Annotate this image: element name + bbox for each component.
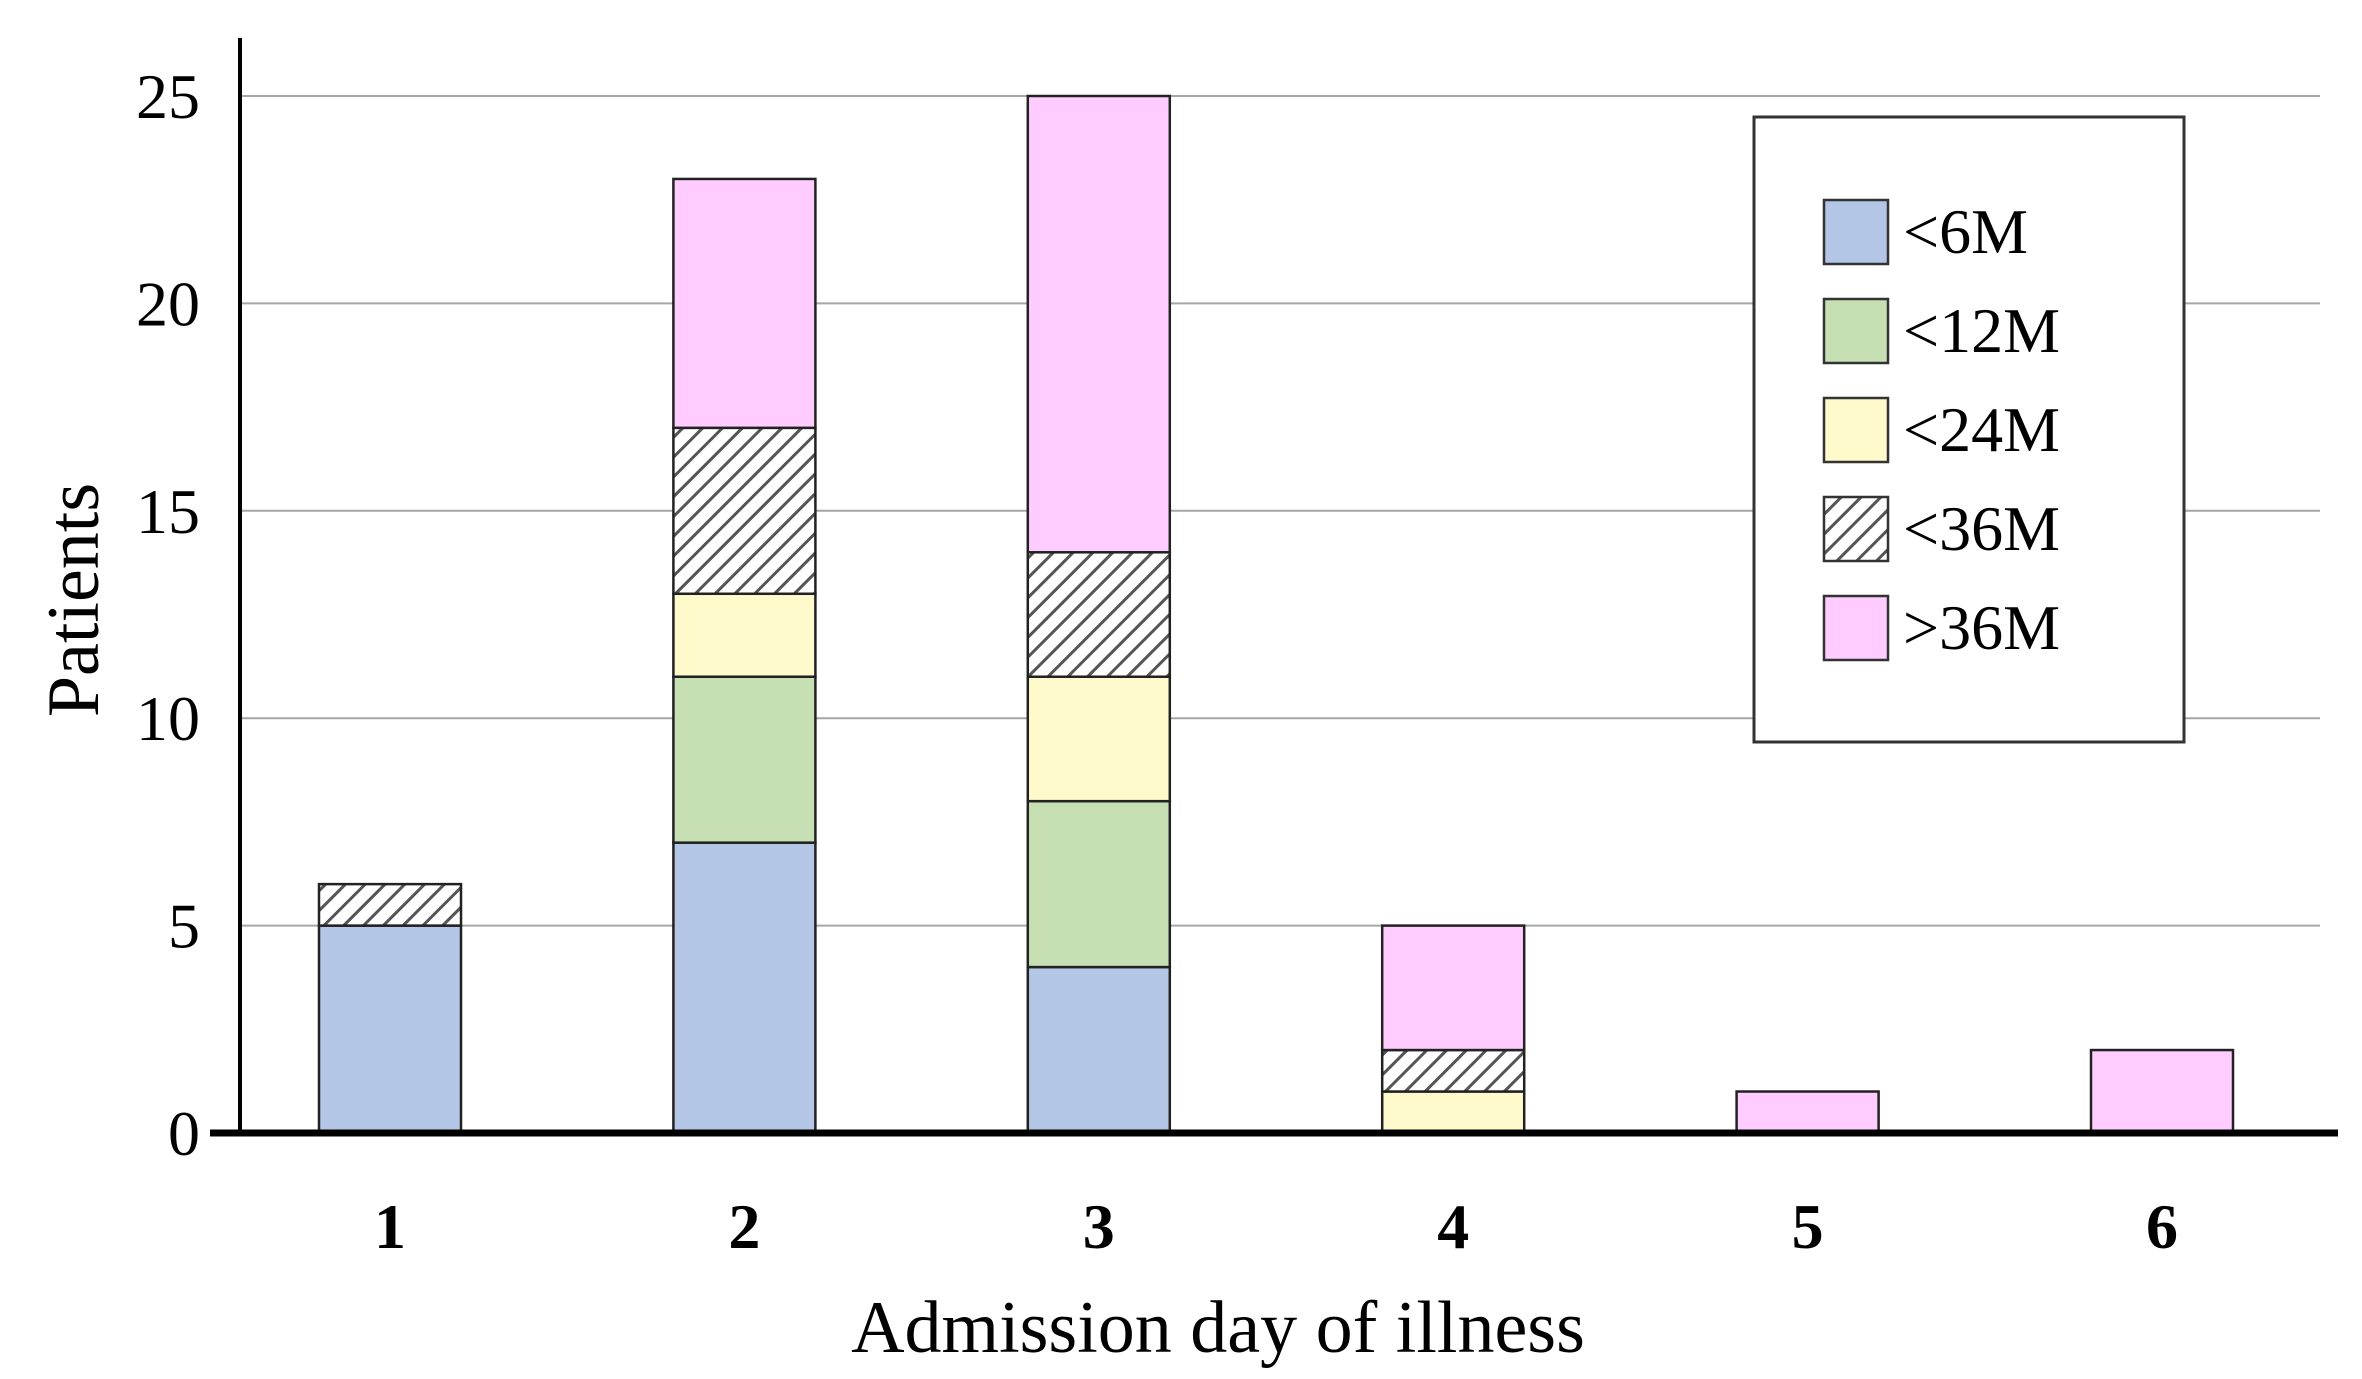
bar-segment bbox=[317, 924, 463, 1135]
y-tick-label: 0 bbox=[168, 1098, 200, 1169]
legend: <6M <12M <24M <36M >36M bbox=[1752, 115, 2186, 744]
legend-swatch bbox=[1822, 396, 1890, 464]
bar-segment bbox=[672, 675, 817, 844]
bar-segment bbox=[1026, 799, 1172, 969]
bar-segment bbox=[1026, 551, 1172, 678]
bar-segment bbox=[1735, 1090, 1880, 1135]
bar-segment bbox=[1380, 924, 1526, 1052]
legend-label: <6M bbox=[1903, 196, 2028, 267]
bar-segment bbox=[317, 882, 463, 927]
bar-segment bbox=[1026, 675, 1172, 803]
bar-segment bbox=[1026, 94, 1172, 554]
legend-label: <36M bbox=[1903, 493, 2060, 564]
bar-segment bbox=[672, 841, 817, 1135]
y-tick-label: 25 bbox=[136, 61, 200, 132]
x-axis-title: Admission day of illness bbox=[851, 1287, 1585, 1369]
x-tick-label: 1 bbox=[374, 1191, 406, 1262]
bar-segment bbox=[1026, 965, 1172, 1135]
x-tick-label: 2 bbox=[728, 1191, 760, 1262]
x-tick-label: 6 bbox=[2146, 1191, 2178, 1262]
bar-segment bbox=[1380, 1048, 1526, 1093]
legend-swatch bbox=[1822, 495, 1890, 563]
x-tick-label: 4 bbox=[1437, 1191, 1469, 1262]
legend-label: <24M bbox=[1903, 394, 2060, 465]
y-tick-label: 20 bbox=[136, 268, 200, 339]
legend-label: >36M bbox=[1903, 592, 2060, 663]
bars bbox=[317, 94, 2235, 1135]
legend-label: <12M bbox=[1903, 295, 2060, 366]
bar-segment bbox=[2089, 1048, 2235, 1135]
bar-segment bbox=[672, 177, 817, 430]
x-tick-label: 3 bbox=[1083, 1191, 1115, 1262]
y-tick-label: 5 bbox=[168, 891, 200, 962]
bar-segment bbox=[672, 592, 817, 678]
bar-segment bbox=[672, 426, 817, 596]
legend-swatch bbox=[1822, 594, 1890, 662]
y-axis-title: Patients bbox=[33, 483, 115, 717]
bar-segment bbox=[1380, 1090, 1526, 1135]
axes: 0 5 10 15 20 25 1 2 3 4 5 6 bbox=[136, 38, 2338, 1262]
legend-swatch bbox=[1822, 198, 1890, 266]
y-tick-label: 15 bbox=[136, 476, 200, 547]
y-tick-label: 10 bbox=[136, 683, 200, 754]
legend-swatch bbox=[1822, 297, 1890, 365]
x-tick-label: 5 bbox=[1792, 1191, 1824, 1262]
